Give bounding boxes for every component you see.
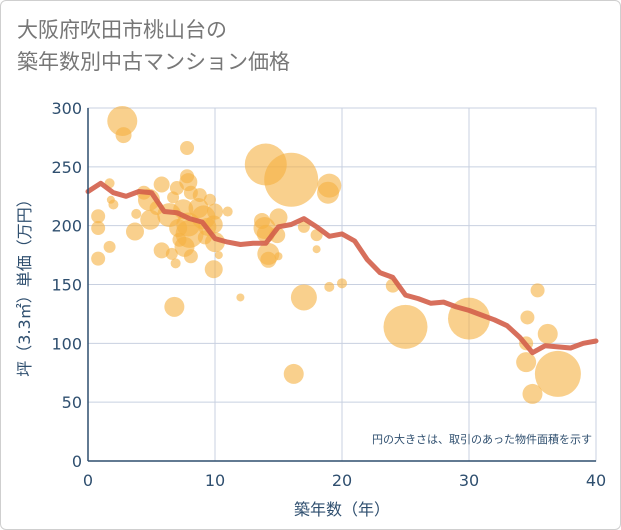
y-axis-label: 坪（3.3㎡）単価（万円）	[15, 191, 34, 376]
bubble-point	[264, 152, 319, 207]
bubble-point	[207, 203, 223, 220]
bubble-point	[91, 209, 106, 224]
bubble-point	[91, 221, 106, 236]
bubble-point	[153, 176, 170, 193]
y-tick-label: 50	[62, 393, 82, 412]
bubble-point	[274, 252, 283, 261]
bubble-point	[290, 284, 317, 311]
bubble-point	[125, 222, 144, 241]
bubble-point	[236, 293, 245, 302]
bubble-point	[534, 350, 581, 397]
bubble-point	[312, 245, 321, 254]
axes: 0 50 100 150 200 250 300 0 10 20 30 40	[51, 99, 606, 490]
chart-title-line-1: 大阪府吹田市桃山台の	[17, 18, 227, 42]
chart-title-line-2: 築年数別中古マンション価格	[17, 50, 290, 74]
bubble-size-note: 円の大きさは、取引のあった物件面積を示す	[372, 432, 592, 446]
y-tick-label: 100	[51, 334, 82, 353]
bubble-point	[214, 251, 223, 260]
bubble-point	[107, 105, 138, 136]
x-axis-label: 築年数（年）	[294, 500, 390, 519]
bubble-point	[115, 127, 132, 144]
x-tick-label: 20	[332, 471, 352, 490]
x-tick-label: 30	[459, 471, 479, 490]
bubble-point	[183, 249, 198, 264]
bubble-point	[222, 206, 233, 217]
bubble-point	[324, 281, 335, 292]
bubble-point	[283, 363, 304, 384]
bubble-series	[91, 105, 581, 404]
bubble-point	[337, 278, 347, 289]
bubble-point	[530, 283, 545, 298]
bubble-point	[522, 383, 543, 404]
bubble-point	[260, 251, 277, 268]
bubble-point	[520, 310, 535, 325]
bubble-point	[103, 240, 116, 253]
bubble-point	[108, 199, 119, 210]
chart-title: 大阪府吹田市桃山台の 築年数別中古マンション価格	[17, 14, 290, 78]
bubble-point	[537, 323, 558, 344]
bubble-point	[317, 181, 340, 204]
y-tick-label: 0	[72, 452, 82, 471]
x-tick-label: 0	[83, 471, 93, 490]
trend-series	[85, 180, 599, 356]
bubble-point	[153, 242, 170, 259]
trend-line	[85, 180, 599, 356]
bubble-point	[297, 220, 310, 233]
bubble-point	[516, 352, 537, 373]
y-tick-label: 300	[51, 99, 82, 118]
x-tick-label: 10	[205, 471, 225, 490]
bubble-point	[383, 304, 428, 349]
bubble-point	[204, 260, 223, 279]
y-tick-label: 250	[51, 158, 82, 177]
bubble-point	[269, 208, 288, 227]
bubble-point	[180, 141, 195, 156]
bubble-point	[170, 258, 181, 269]
bubble-point	[205, 232, 225, 253]
y-tick-label: 200	[51, 217, 82, 236]
bubble-point	[91, 251, 106, 266]
x-tick-label: 40	[586, 471, 606, 490]
bubble-point	[140, 209, 161, 230]
bubble-point	[164, 296, 185, 317]
bubble-point	[131, 208, 142, 219]
y-tick-label: 150	[51, 276, 82, 295]
bubble-point	[203, 193, 216, 206]
